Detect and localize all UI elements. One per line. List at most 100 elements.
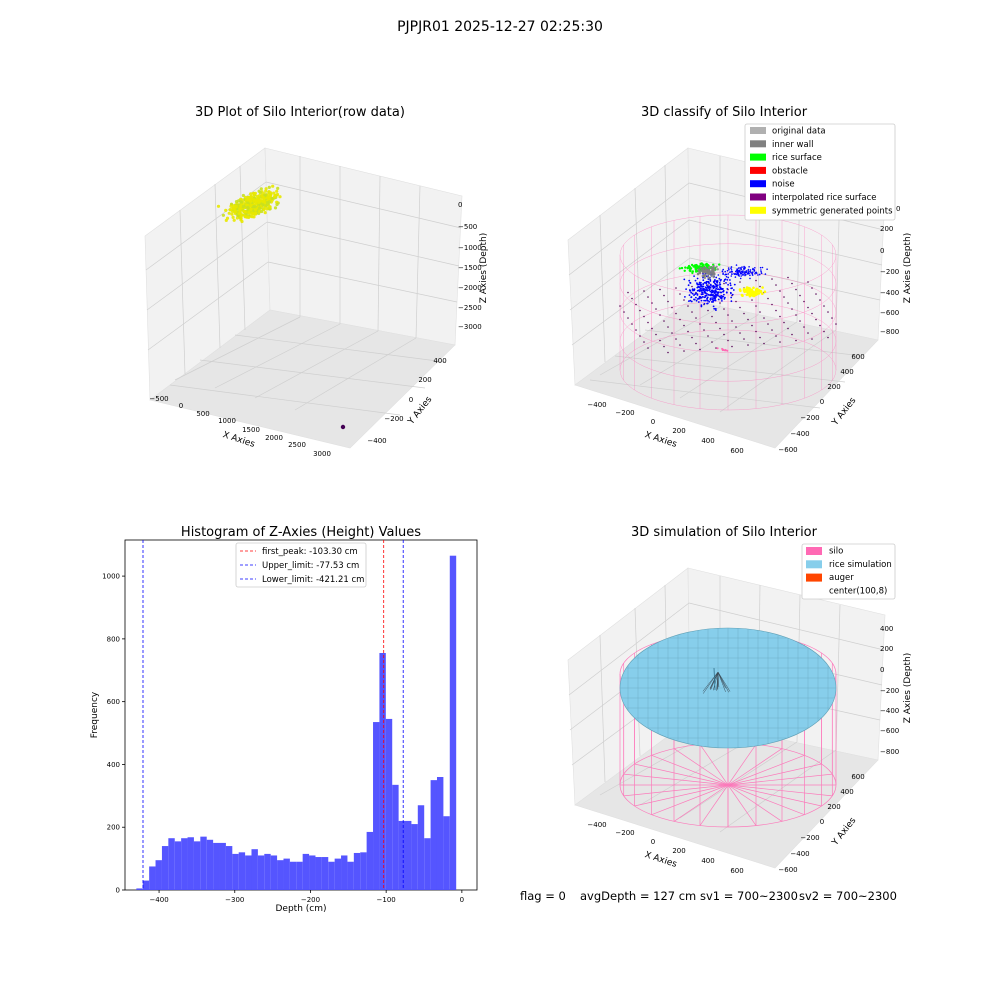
noise-point xyxy=(689,290,692,292)
raw-data-point xyxy=(237,199,241,203)
histogram-bar xyxy=(373,722,380,890)
noise-point xyxy=(738,275,740,277)
noise-point xyxy=(709,297,712,300)
raw-data-point xyxy=(237,212,241,216)
noise-point xyxy=(714,282,716,285)
interpolated-dot xyxy=(811,312,813,315)
interpolated-dot xyxy=(827,336,829,339)
classify-y-tick-label: 0 xyxy=(820,398,824,406)
noise-point xyxy=(698,295,701,298)
interpolated-dot xyxy=(763,342,765,345)
noise-point xyxy=(697,285,700,288)
noise-point xyxy=(712,301,715,303)
rice-surface-point xyxy=(680,266,684,270)
noise-point xyxy=(700,281,702,284)
interpolated-dot xyxy=(707,335,709,337)
interpolated-dot xyxy=(643,341,645,343)
histogram-bar xyxy=(238,852,246,890)
histogram-bar xyxy=(296,861,303,890)
raw-data-point xyxy=(234,204,238,209)
raw-z-tick-label: −1000 xyxy=(458,244,482,252)
interpolated-dot xyxy=(735,326,737,328)
simulation-legend-frame xyxy=(801,543,896,600)
inner-wall-point xyxy=(699,266,702,270)
noise-point xyxy=(703,290,706,292)
simulation-z-tick-label: −800 xyxy=(880,748,899,756)
noise-point xyxy=(740,268,742,271)
histogram-y-tick-label: 200 xyxy=(107,824,120,832)
noise-point xyxy=(698,289,701,291)
raw-data-point xyxy=(261,199,265,203)
noise-point xyxy=(712,290,715,293)
interpolated-dot xyxy=(767,297,769,300)
classify-z-tick-label: −200 xyxy=(880,268,899,276)
raw-data-point xyxy=(247,210,251,214)
noise-point xyxy=(751,271,754,274)
raw-data-point xyxy=(263,211,267,215)
noise-point xyxy=(754,267,756,269)
histogram-bar xyxy=(251,849,258,890)
bottom-point xyxy=(724,349,727,352)
symmetric-point xyxy=(745,288,749,292)
interpolated-dot xyxy=(631,323,633,325)
noise-point xyxy=(688,279,691,282)
histogram-bar xyxy=(385,718,393,890)
interpolated-dot xyxy=(787,276,789,279)
noise-point xyxy=(703,302,706,305)
histogram-bar xyxy=(360,852,367,890)
interpolated-dot xyxy=(703,329,705,331)
noise-point xyxy=(701,295,704,298)
noise-point xyxy=(731,293,734,296)
noise-point xyxy=(715,280,718,282)
noise-point xyxy=(691,288,694,291)
classify-z-tick-label: −800 xyxy=(880,328,899,336)
noise-point xyxy=(696,283,699,286)
interpolated-dot xyxy=(731,320,733,322)
interpolated-dot xyxy=(771,278,773,280)
raw-data-point xyxy=(242,209,246,214)
noise-point xyxy=(695,296,697,299)
raw-z-tick-label: 0 xyxy=(458,201,462,209)
silo-floor-spoke xyxy=(651,754,729,786)
raw-data-point xyxy=(249,192,253,196)
noise-point xyxy=(737,267,740,269)
raw-x-tick-label: 3000 xyxy=(313,450,331,458)
classify-z-tick-label: −400 xyxy=(880,289,899,297)
silo-floor-spoke xyxy=(727,763,822,786)
silo-floor-spoke xyxy=(727,784,833,797)
raw-data-point xyxy=(265,207,269,211)
interpolated-dot xyxy=(635,329,637,331)
noise-point xyxy=(729,291,732,294)
simulation-y-axis-label: Y Axies xyxy=(830,816,859,849)
symmetric-point xyxy=(740,293,744,297)
histogram-bar xyxy=(379,653,386,890)
noise-point xyxy=(719,279,722,282)
simulation-legend-label: silo xyxy=(829,547,843,557)
noise-point xyxy=(722,290,724,293)
interpolated-dot xyxy=(627,291,629,294)
auger-hole-line xyxy=(717,671,720,688)
noise-point xyxy=(759,266,762,269)
noise-point xyxy=(707,287,710,289)
panel-histogram: Histogram of Z-Axies (Height) Values −40… xyxy=(90,525,478,914)
noise-point xyxy=(744,273,746,276)
simulation-y-tick-label: 600 xyxy=(851,773,864,781)
interpolated-dot xyxy=(683,299,685,301)
interpolated-dot xyxy=(803,326,805,328)
raw-data-point xyxy=(263,193,267,197)
silo-floor-spoke xyxy=(727,773,833,786)
raw-data-point xyxy=(250,215,254,219)
noise-point xyxy=(700,285,703,288)
histogram-bar xyxy=(347,861,354,890)
noise-point xyxy=(741,266,743,268)
silo-floor-spoke xyxy=(727,748,783,786)
interpolated-dot xyxy=(639,309,641,312)
histogram-y-ticks: 0 200 400 600 800 1000 xyxy=(102,573,125,895)
histogram-bar xyxy=(309,855,316,890)
noise-point xyxy=(755,271,757,274)
interpolated-dot xyxy=(775,335,777,337)
interpolated-dot xyxy=(735,300,737,303)
histogram-bar xyxy=(213,842,220,890)
raw-data-point xyxy=(264,189,268,193)
rice-surface-point xyxy=(683,269,686,272)
